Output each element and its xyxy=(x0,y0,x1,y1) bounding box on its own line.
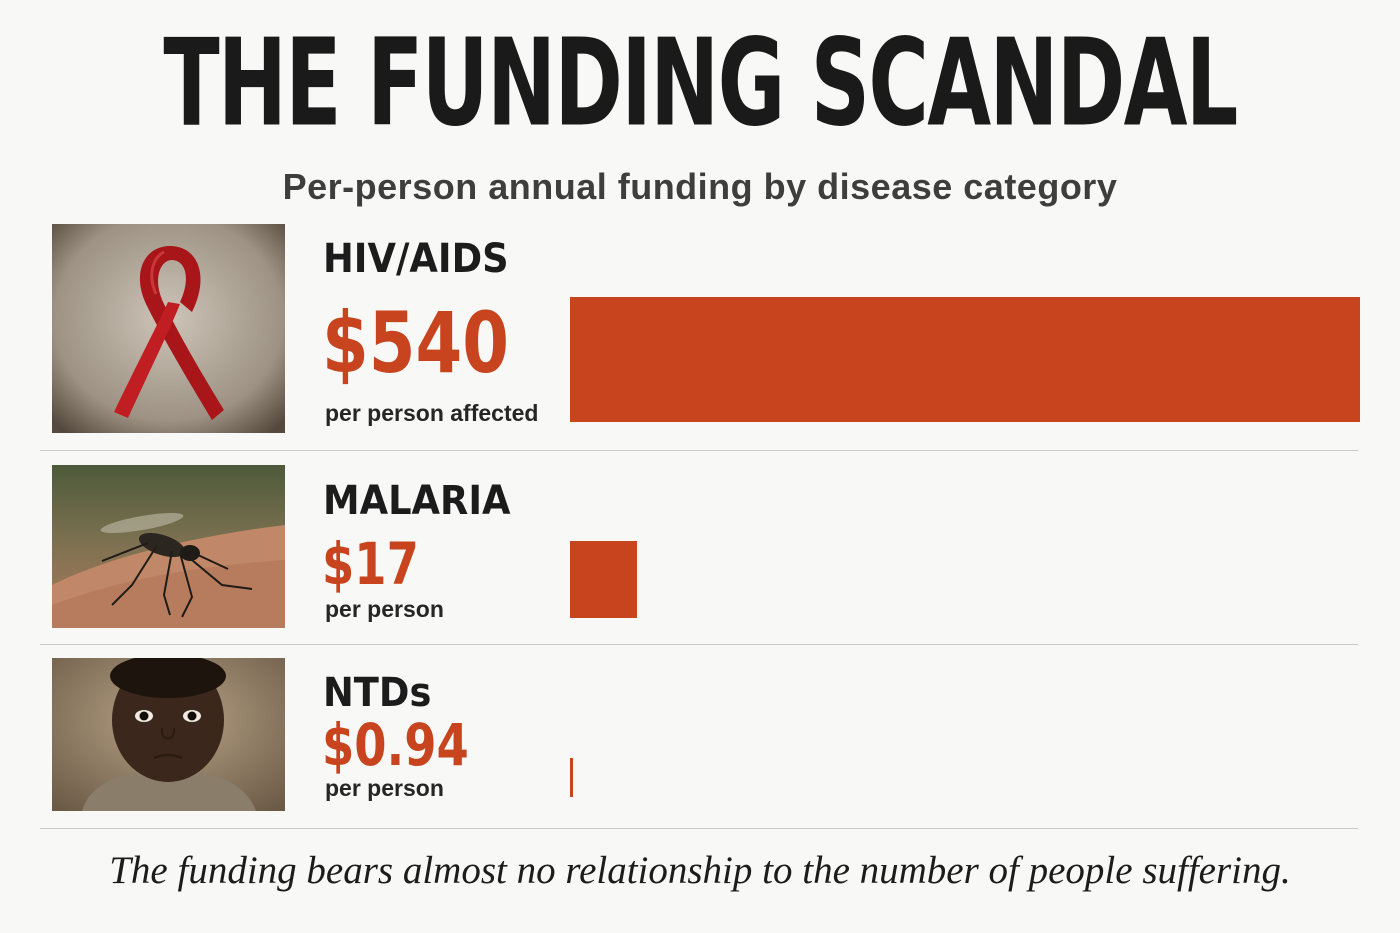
value-label: $17 xyxy=(322,530,419,598)
mosquito-photo xyxy=(52,465,285,628)
unit-label: per person xyxy=(325,596,444,622)
caption: The funding bears almost no relationship… xyxy=(109,849,1291,892)
divider xyxy=(40,828,1358,829)
bar-malaria xyxy=(570,541,637,618)
category-label: MALARIA xyxy=(323,478,511,524)
bar-ntds xyxy=(570,758,573,797)
unit-label: per person xyxy=(325,775,444,801)
red-ribbon-photo xyxy=(52,224,285,433)
page-title: THE FUNDING SCANDAL xyxy=(163,13,1238,153)
category-label: NTDs xyxy=(323,670,432,716)
category-label: HIV/AIDS xyxy=(323,236,509,282)
value-label: $0.94 xyxy=(322,711,469,779)
value-label: $540 xyxy=(322,294,510,392)
divider xyxy=(40,450,1358,451)
bar-hiv xyxy=(570,297,1360,422)
child-portrait-photo xyxy=(52,658,285,811)
page-subtitle: Per-person annual funding by disease cat… xyxy=(282,166,1118,207)
divider xyxy=(40,644,1358,645)
unit-label: per person affected xyxy=(325,400,539,426)
